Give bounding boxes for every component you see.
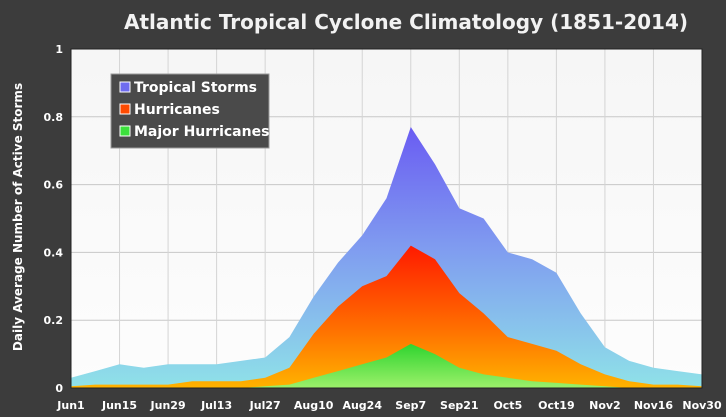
series-area-hurricanes bbox=[71, 245, 702, 388]
y-tick-label: 1 bbox=[55, 43, 63, 56]
y-tick-label: 0.6 bbox=[44, 179, 64, 192]
x-tick-label: Oct19 bbox=[538, 399, 574, 412]
x-tick-label: Aug10 bbox=[294, 399, 334, 412]
x-tick-label: Jun1 bbox=[56, 399, 84, 412]
x-tick-label: Nov30 bbox=[682, 399, 722, 412]
x-tick-label: Aug24 bbox=[342, 399, 382, 412]
y-tick-label: 0 bbox=[55, 382, 63, 395]
legend-swatch-tropical-storms bbox=[119, 81, 131, 93]
y-tick-label: 0.4 bbox=[44, 246, 64, 259]
legend: Tropical Storms Hurricanes Major Hurricane… bbox=[110, 73, 270, 149]
plot-frame bbox=[70, 48, 703, 389]
legend-label-hurricanes: Hurricanes bbox=[134, 102, 220, 118]
x-tick-label: Jun29 bbox=[150, 399, 186, 412]
y-tick-label: 0.8 bbox=[44, 111, 64, 124]
y-axis-label: Daily Average Number of Active Storms bbox=[11, 83, 25, 351]
series-areas bbox=[71, 127, 702, 388]
x-tick-label: Sep21 bbox=[440, 399, 479, 412]
chart-title: Atlantic Tropical Cyclone Climatology (1… bbox=[124, 10, 688, 34]
legend-label-major-hurricanes: Major Hurricanes bbox=[134, 124, 269, 140]
legend-swatch-major-hurricanes bbox=[119, 125, 131, 137]
y-axis-ticks: 0 0.2 0.4 0.6 0.8 1 bbox=[44, 43, 64, 395]
x-tick-label: Jul13 bbox=[200, 399, 232, 412]
x-tick-label: Jul27 bbox=[249, 399, 281, 412]
legend-swatch-hurricanes bbox=[119, 103, 131, 115]
x-tick-label: Sep7 bbox=[395, 399, 426, 412]
x-axis-ticks: Jun1 Jun15 Jun29 Jul13 Jul27 Aug10 Aug24 Sep7 Se… bbox=[56, 399, 722, 412]
legend-label-tropical-storms: Tropical Storms bbox=[134, 80, 257, 96]
x-tick-label: Nov16 bbox=[634, 399, 674, 412]
series-area-tropical-storms bbox=[71, 127, 702, 388]
x-tick-label: Nov2 bbox=[589, 399, 621, 412]
x-tick-label: Jun15 bbox=[101, 399, 137, 412]
x-tick-label: Oct5 bbox=[493, 399, 522, 412]
legend-box bbox=[110, 73, 270, 149]
y-tick-label: 0.2 bbox=[44, 314, 64, 327]
series-area-major-hurricanes bbox=[71, 343, 702, 388]
